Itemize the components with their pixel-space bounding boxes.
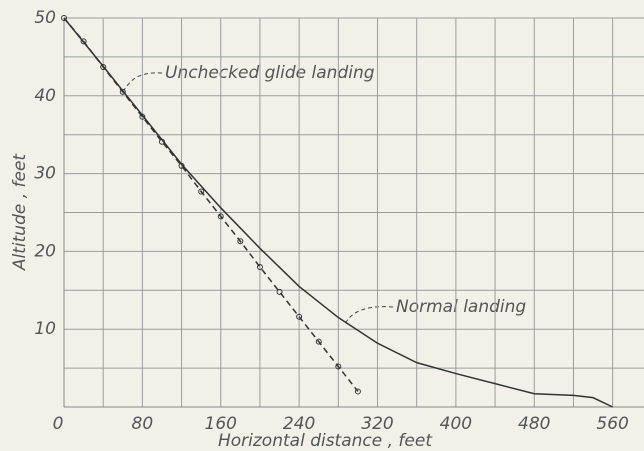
point-marker [237, 238, 244, 245]
point-marker [61, 15, 67, 21]
point-marker [256, 263, 263, 270]
annotation-leader [123, 72, 163, 91]
y-tick-label: 20 [34, 241, 56, 261]
point-marker [80, 38, 87, 45]
x-axis-title: Horizontal distance , feet [218, 431, 433, 451]
x-tick-label: 480 [518, 414, 550, 434]
point-marker [354, 388, 361, 395]
point-marker [198, 188, 205, 195]
point-marker [276, 288, 283, 295]
y-tick-label: 40 [34, 86, 56, 106]
y-tick-label: 10 [34, 319, 56, 339]
annotation-leader [344, 306, 394, 325]
point-marker [158, 138, 165, 145]
x-tick-label: 160 [205, 414, 237, 434]
point-marker [178, 162, 185, 169]
annotation: Normal landing [396, 297, 526, 317]
point-marker [119, 88, 126, 95]
x-tick-label: 400 [440, 414, 472, 434]
point-marker [296, 313, 303, 320]
x-tick-label: 560 [596, 414, 628, 434]
point-marker [100, 64, 107, 71]
x-tick-label: 80 [132, 414, 154, 434]
point-marker [335, 363, 342, 370]
point-marker [139, 113, 146, 120]
y-axis-title: Altitude , feet [10, 153, 30, 272]
x-tick-label: 320 [361, 414, 393, 434]
x-tick-label: 0 [53, 414, 64, 434]
point-marker [315, 338, 322, 345]
y-tick-label: 30 [34, 164, 56, 184]
y-tick-label: 50 [34, 8, 56, 28]
x-tick-label: 240 [283, 414, 315, 434]
annotation: Unchecked glide landing [165, 63, 375, 83]
series-line [63, 17, 613, 408]
point-marker [217, 213, 224, 220]
